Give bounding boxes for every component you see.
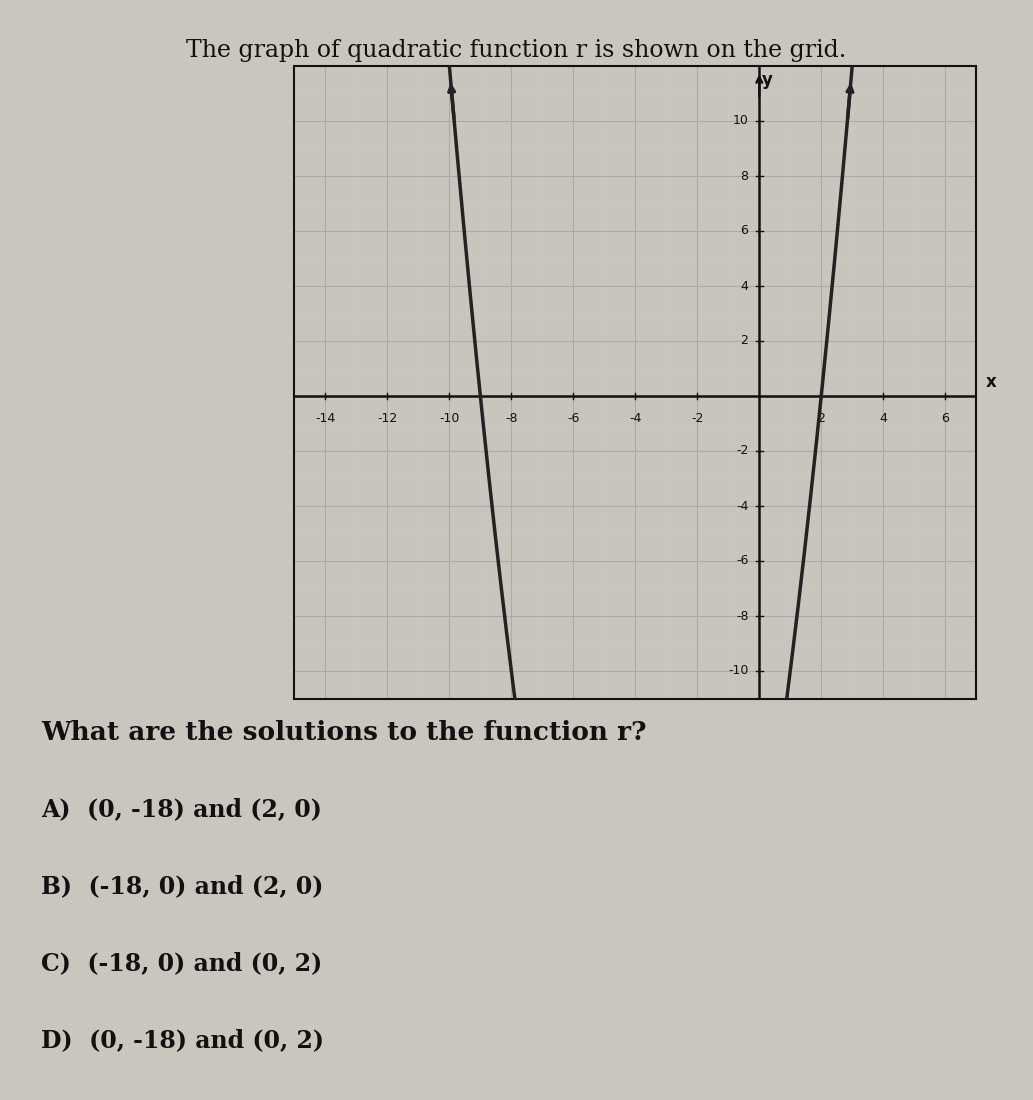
Text: 6: 6 <box>941 412 949 426</box>
Text: A)  (0, -18) and (2, 0): A) (0, -18) and (2, 0) <box>41 798 322 822</box>
Text: 4: 4 <box>741 279 749 293</box>
Text: 4: 4 <box>879 412 887 426</box>
Text: D)  (0, -18) and (0, 2): D) (0, -18) and (0, 2) <box>41 1028 324 1053</box>
Text: 10: 10 <box>732 114 749 128</box>
Text: 8: 8 <box>741 169 749 183</box>
Text: C)  (-18, 0) and (0, 2): C) (-18, 0) and (0, 2) <box>41 952 322 976</box>
Text: 6: 6 <box>741 224 749 238</box>
Text: 2: 2 <box>817 412 825 426</box>
Text: -6: -6 <box>567 412 580 426</box>
Text: B)  (-18, 0) and (2, 0): B) (-18, 0) and (2, 0) <box>41 874 323 899</box>
Text: -10: -10 <box>728 664 749 678</box>
Text: The graph of quadratic function r is shown on the grid.: The graph of quadratic function r is sho… <box>186 39 847 62</box>
Text: -4: -4 <box>737 499 749 513</box>
Text: -8: -8 <box>735 609 749 623</box>
Text: What are the solutions to the function r?: What are the solutions to the function r… <box>41 720 647 746</box>
Text: 2: 2 <box>741 334 749 348</box>
Text: -8: -8 <box>505 412 518 426</box>
Text: -2: -2 <box>691 412 703 426</box>
Text: y: y <box>761 72 773 89</box>
Text: -12: -12 <box>377 412 398 426</box>
Text: -14: -14 <box>315 412 336 426</box>
Text: -6: -6 <box>737 554 749 568</box>
Text: -4: -4 <box>629 412 641 426</box>
Text: x: x <box>985 373 996 392</box>
Text: -2: -2 <box>737 444 749 458</box>
Text: -10: -10 <box>439 412 460 426</box>
